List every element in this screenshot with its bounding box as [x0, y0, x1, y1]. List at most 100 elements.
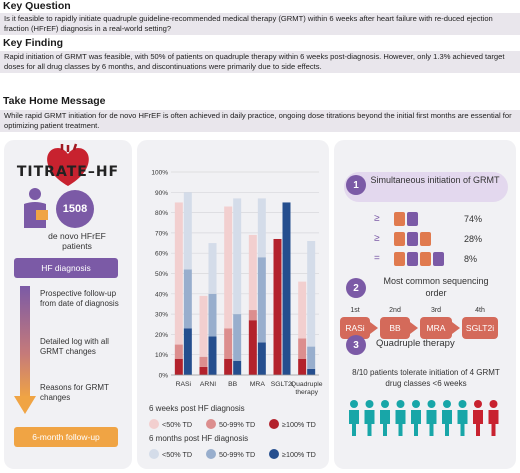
legend-6m-high: ≥100% TD — [282, 450, 316, 459]
sequence-drug-box: BB — [380, 317, 410, 339]
take-home-title: Take Home Message — [3, 95, 106, 107]
legend-6w-low: <50% TD — [162, 420, 193, 429]
person-icon — [349, 400, 359, 436]
take-home-text: While rapid GRMT initiation for de novo … — [0, 110, 520, 132]
bar-6w-<50% TD — [248, 234, 257, 311]
y-tick-label: 10% — [155, 352, 168, 359]
bar-6m-≥100% TD — [282, 202, 291, 375]
x-tick-label: ARNI — [200, 381, 216, 388]
sequence-arrow-icon — [410, 322, 418, 334]
legend-6m-mid: 50-99% TD — [219, 450, 256, 459]
legend-6w-dot-mid — [206, 419, 216, 429]
legend-6m-low: <50% TD — [162, 450, 193, 459]
patient-label: de novo HFrEF patients — [48, 231, 106, 251]
timeline-arrow-icon — [14, 286, 36, 414]
section2-title: Most common sequencing order — [383, 276, 489, 298]
bar-6m-50-99% TD — [183, 269, 192, 329]
section1-title: Simultaneous initiation of GRMT — [370, 175, 500, 185]
bar-6w-50-99% TD — [199, 356, 208, 367]
x-tick-label: MRA — [250, 381, 266, 388]
person-icon — [473, 400, 483, 436]
followup-pill: 6-month follow-up — [14, 427, 118, 447]
medication-pill-icon — [407, 252, 418, 266]
medication-pill-icon — [407, 212, 418, 226]
x-tick-label: SGLT2i — [271, 381, 294, 388]
medication-pill-icon — [394, 232, 405, 246]
people-row — [349, 400, 499, 436]
person-icon — [395, 400, 406, 436]
bar-6m-≥100% TD — [257, 342, 266, 375]
row-value: 74% — [464, 214, 483, 224]
y-tick-label: 0% — [159, 373, 169, 380]
legend-6w-high: ≥100% TD — [282, 420, 316, 429]
step-reasons: Reasons for GRMT changes — [40, 383, 109, 402]
bar-6w-50-99% TD — [174, 344, 183, 359]
sequence-order-label: 2nd — [389, 307, 401, 314]
medication-pill-icon — [407, 232, 418, 246]
medication-pill-icon — [433, 252, 444, 266]
person-icon — [380, 400, 390, 436]
legend-6w-dot-high — [269, 419, 279, 429]
legend-6m-dot-low — [149, 449, 159, 459]
medication-pill-icon — [420, 252, 431, 266]
legend-6m-dot-mid — [206, 449, 216, 459]
person-icon — [488, 400, 499, 436]
y-tick-label: 30% — [155, 312, 168, 319]
chart-panel: 0% 10% 20% 30% 40% 50% 60% 70% 80% 90% 100% RASi ARN… — [137, 140, 329, 469]
key-question-title: Key Question — [3, 0, 71, 12]
bar-6m-<50% TD — [257, 198, 266, 258]
y-tick-label: 40% — [155, 291, 168, 298]
y-tick-label: 60% — [155, 251, 168, 258]
medication-pill-icon — [394, 252, 405, 266]
row-value: 8% — [464, 254, 478, 264]
legend-6m-title: 6 months post HF diagnosis — [149, 434, 249, 443]
patient-count-badge: 1508 — [56, 190, 94, 228]
row-value: 28% — [464, 234, 483, 244]
legend-6m-dot-high — [269, 449, 279, 459]
bar-6w-≥100% TD — [224, 358, 233, 375]
sequence-order-label: 3rd — [430, 307, 442, 314]
sequence-arrow-icon — [452, 322, 460, 334]
y-tick-label: 80% — [155, 210, 168, 217]
bar-6m-≥100% TD — [233, 360, 242, 375]
step-prospective: Prospective follow-up from date of diagn… — [40, 289, 119, 308]
section1-header — [344, 172, 508, 202]
right-panel: 1 Simultaneous initiation of GRMT ≥74% ≥2… — [334, 140, 516, 469]
key-finding-title: Key Finding — [3, 37, 64, 49]
x-tick-label: therapy — [295, 389, 318, 396]
section1-number: 1 — [346, 175, 366, 195]
bar-6m-50-99% TD — [307, 346, 316, 369]
step-detailed-log: Detailed log with all GRMT changes — [40, 337, 109, 356]
row-symbol: ≥ — [374, 213, 380, 224]
section3-number: 3 — [346, 335, 366, 355]
patient-icon — [24, 188, 48, 228]
legend-6w-dot-low — [149, 419, 159, 429]
bar-6w-<50% TD — [199, 295, 208, 357]
x-tick-label: BB — [228, 381, 238, 388]
y-tick-label: 90% — [155, 190, 168, 197]
y-tick-label: 50% — [155, 271, 168, 278]
bar-6m-≥100% TD — [208, 336, 217, 375]
person-icon — [411, 400, 421, 436]
x-tick-label: RASi — [176, 381, 192, 388]
y-tick-label: 100% — [151, 170, 168, 177]
section3-title: Quadruple therapy — [376, 338, 455, 349]
bar-6m-<50% TD — [233, 198, 242, 315]
heart-logo-icon — [47, 143, 89, 186]
bar-6m-≥100% TD — [183, 328, 192, 375]
sequence-order-label: 4th — [475, 307, 485, 314]
person-icon — [457, 400, 468, 436]
section2-number: 2 — [346, 278, 366, 298]
bar-6m-<50% TD — [208, 243, 217, 294]
logo-wordmark: TITRATE–HF — [16, 164, 120, 180]
bar-6m-50-99% TD — [208, 293, 217, 337]
y-tick-label: 70% — [155, 230, 168, 237]
bar-6m-50-99% TD — [257, 257, 266, 343]
bar-6w-50-99% TD — [224, 328, 233, 359]
bar-6w-<50% TD — [298, 281, 307, 339]
bar-6m-50-99% TD — [233, 314, 242, 361]
bar-6w-50-99% TD — [248, 310, 257, 321]
bar-6w-≥100% TD — [174, 358, 183, 375]
bar-6m-<50% TD — [183, 192, 192, 270]
key-question-text: Is it feasible to rapidly initiate quadr… — [0, 13, 520, 35]
